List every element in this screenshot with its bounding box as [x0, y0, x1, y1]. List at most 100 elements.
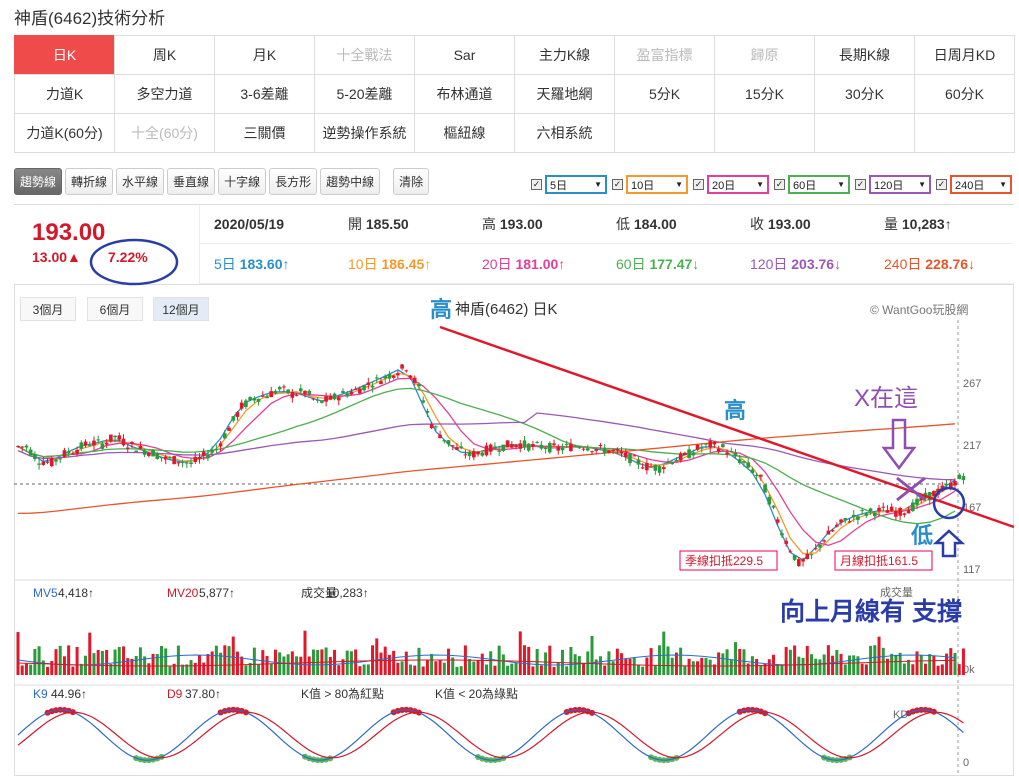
chevron-down-icon: ▼ — [594, 180, 602, 189]
tool-button[interactable]: 長方形 — [269, 168, 318, 195]
quote-cell: 2020/05/19 — [200, 216, 334, 232]
tool-button[interactable]: 趨勢線 — [14, 168, 63, 195]
price-box: 193.00 13.00▲ 7.22% — [14, 205, 200, 285]
menu-item: 歸原 — [714, 35, 815, 75]
chart-frame — [14, 284, 1014, 776]
checkbox[interactable]: ✓ — [774, 179, 785, 190]
menu-item[interactable]: 日K — [14, 35, 115, 75]
quote-value: 2020/05/19 — [214, 215, 285, 232]
ma-period-select[interactable]: 120日 ▼ — [869, 175, 931, 194]
ma-period-label: 5日 — [550, 179, 568, 192]
quote-value: 193.00 — [496, 215, 543, 232]
ma-period-select[interactable]: 20日 ▼ — [707, 175, 769, 194]
ma-period-select[interactable]: 240日 ▼ — [950, 175, 1012, 194]
quote-cell: 240日 228.76↓ — [870, 254, 1004, 274]
quote-value: 193.00 — [764, 215, 811, 232]
quote-label: 240日 — [884, 255, 922, 272]
price-change-pct: 7.22% — [108, 249, 148, 265]
checkbox[interactable]: ✓ — [936, 179, 947, 190]
quote-value: 228.76↓ — [921, 255, 976, 272]
ma-period-select[interactable]: 60日 ▼ — [788, 175, 850, 194]
chevron-down-icon: ▼ — [999, 180, 1007, 189]
menu-item[interactable]: 布林通道 — [414, 74, 515, 114]
menu-item[interactable]: 天羅地網 — [514, 74, 615, 114]
menu-item[interactable]: 周K — [114, 35, 215, 75]
quote-value: 10,283↑ — [898, 215, 952, 232]
quote-value: 184.00 — [630, 215, 677, 232]
quote-cell: 開 185.50 — [334, 214, 468, 234]
ma-period-label: 20日 — [712, 179, 736, 192]
quote-cell: 低 184.00 — [602, 214, 736, 234]
tool-button[interactable]: 水平線 — [116, 168, 165, 195]
quote-cell: 5日 183.60↑ — [200, 254, 334, 274]
ma-period-select[interactable]: 10日 ▼ — [626, 175, 688, 194]
quote-label: 120日 — [750, 255, 788, 272]
ma-period-label: 240日 — [955, 179, 985, 192]
quote-cell: 20日 181.00↑ — [468, 254, 602, 274]
menu-item[interactable]: 三關價 — [214, 113, 315, 153]
menu-item[interactable]: 5分K — [614, 74, 715, 114]
range-6m-button[interactable]: 6個月 — [87, 297, 143, 321]
quote-label: 收 — [750, 215, 764, 232]
tool-button[interactable]: 十字線 — [218, 168, 267, 195]
ma-period-label: 60日 — [793, 179, 817, 192]
menu-item[interactable]: 日周月KD — [914, 35, 1015, 75]
quote-value: 186.45↑ — [377, 255, 432, 272]
checkbox[interactable]: ✓ — [855, 179, 866, 190]
checkbox[interactable]: ✓ — [612, 179, 623, 190]
menu-item[interactable]: 主力K線 — [514, 35, 615, 75]
ma-period-label: 120日 — [874, 179, 904, 192]
menu-item[interactable]: 月K — [214, 35, 315, 75]
tool-button[interactable]: 垂直線 — [167, 168, 216, 195]
ma-select-item: ✓ 60日 ▼ — [774, 175, 850, 194]
analysis-menu: 日K 周K 月K 十全戰法 Sar 主力K線 盈富指標 歸原 長期K線 日周月KD 力道K 多空力道 3… — [14, 35, 1015, 153]
menu-item[interactable]: Sar — [414, 35, 515, 75]
menu-item[interactable]: 力道K(60分) — [14, 113, 115, 153]
menu-item[interactable]: 力道K — [14, 74, 115, 114]
ma-selector-row: ✓ 5日 ▼ ✓ 10日 ▼ ✓ 20日 ▼ ✓ 60日 ▼ ✓ 120日 ▼ ✓ 240日 ▼ — [531, 175, 1012, 194]
menu-item: 十全(60分) — [114, 113, 215, 153]
menu-item[interactable]: 樞紐線 — [414, 113, 515, 153]
menu-item[interactable]: 3-6差離 — [214, 74, 315, 114]
menu-item[interactable]: 60分K — [914, 74, 1015, 114]
chevron-down-icon: ▼ — [756, 180, 764, 189]
menu-item[interactable]: 5-20差離 — [314, 74, 415, 114]
ma-period-label: 10日 — [631, 179, 655, 192]
tool-button[interactable]: 清除 — [393, 168, 430, 195]
chevron-down-icon: ▼ — [918, 180, 926, 189]
quote-cell: 高 193.00 — [468, 214, 602, 234]
range-12m-button[interactable]: 12個月 — [153, 297, 209, 321]
current-price: 193.00 — [32, 219, 106, 246]
quote-label: 10日 — [348, 255, 378, 272]
price-change: 13.00▲ — [32, 249, 81, 265]
tool-button[interactable]: 趨勢中線 — [320, 168, 381, 195]
quote-value: 181.00↑ — [511, 255, 566, 272]
quote-label: 量 — [884, 215, 898, 232]
checkbox[interactable]: ✓ — [693, 179, 704, 190]
ma-period-select[interactable]: 5日 ▼ — [545, 175, 607, 194]
chevron-down-icon: ▼ — [675, 180, 683, 189]
quote-cell: 量 10,283↑ — [870, 214, 1004, 234]
menu-item[interactable]: 逆勢操作系統 — [314, 113, 415, 153]
menu-cell-empty — [614, 113, 715, 153]
quote-cell: 120日 203.76↓ — [736, 254, 870, 274]
menu-item[interactable]: 30分K — [814, 74, 915, 114]
menu-item[interactable]: 多空力道 — [114, 74, 215, 114]
ma-select-item: ✓ 120日 ▼ — [855, 175, 931, 194]
quote-value: 183.60↑ — [235, 255, 290, 272]
quote-value: 177.47↓ — [645, 255, 700, 272]
quote-row-ma: 5日 183.60↑ 10日 186.45↑ 20日 181.00↑ 60日 177.… — [200, 244, 1014, 284]
menu-cell-empty — [914, 113, 1015, 153]
range-3m-button[interactable]: 3個月 — [20, 297, 76, 321]
menu-item[interactable]: 長期K線 — [814, 35, 915, 75]
ma-select-item: ✓ 240日 ▼ — [936, 175, 1012, 194]
menu-item[interactable]: 六相系統 — [514, 113, 615, 153]
menu-item[interactable]: 15分K — [714, 74, 815, 114]
quote-cell: 60日 177.47↓ — [602, 254, 736, 274]
tool-button[interactable]: 轉折線 — [65, 168, 114, 195]
ma-select-item: ✓ 20日 ▼ — [693, 175, 769, 194]
quote-label: 高 — [482, 215, 496, 232]
menu-item: 盈富指標 — [614, 35, 715, 75]
ma-select-item: ✓ 5日 ▼ — [531, 175, 607, 194]
checkbox[interactable]: ✓ — [531, 179, 542, 190]
